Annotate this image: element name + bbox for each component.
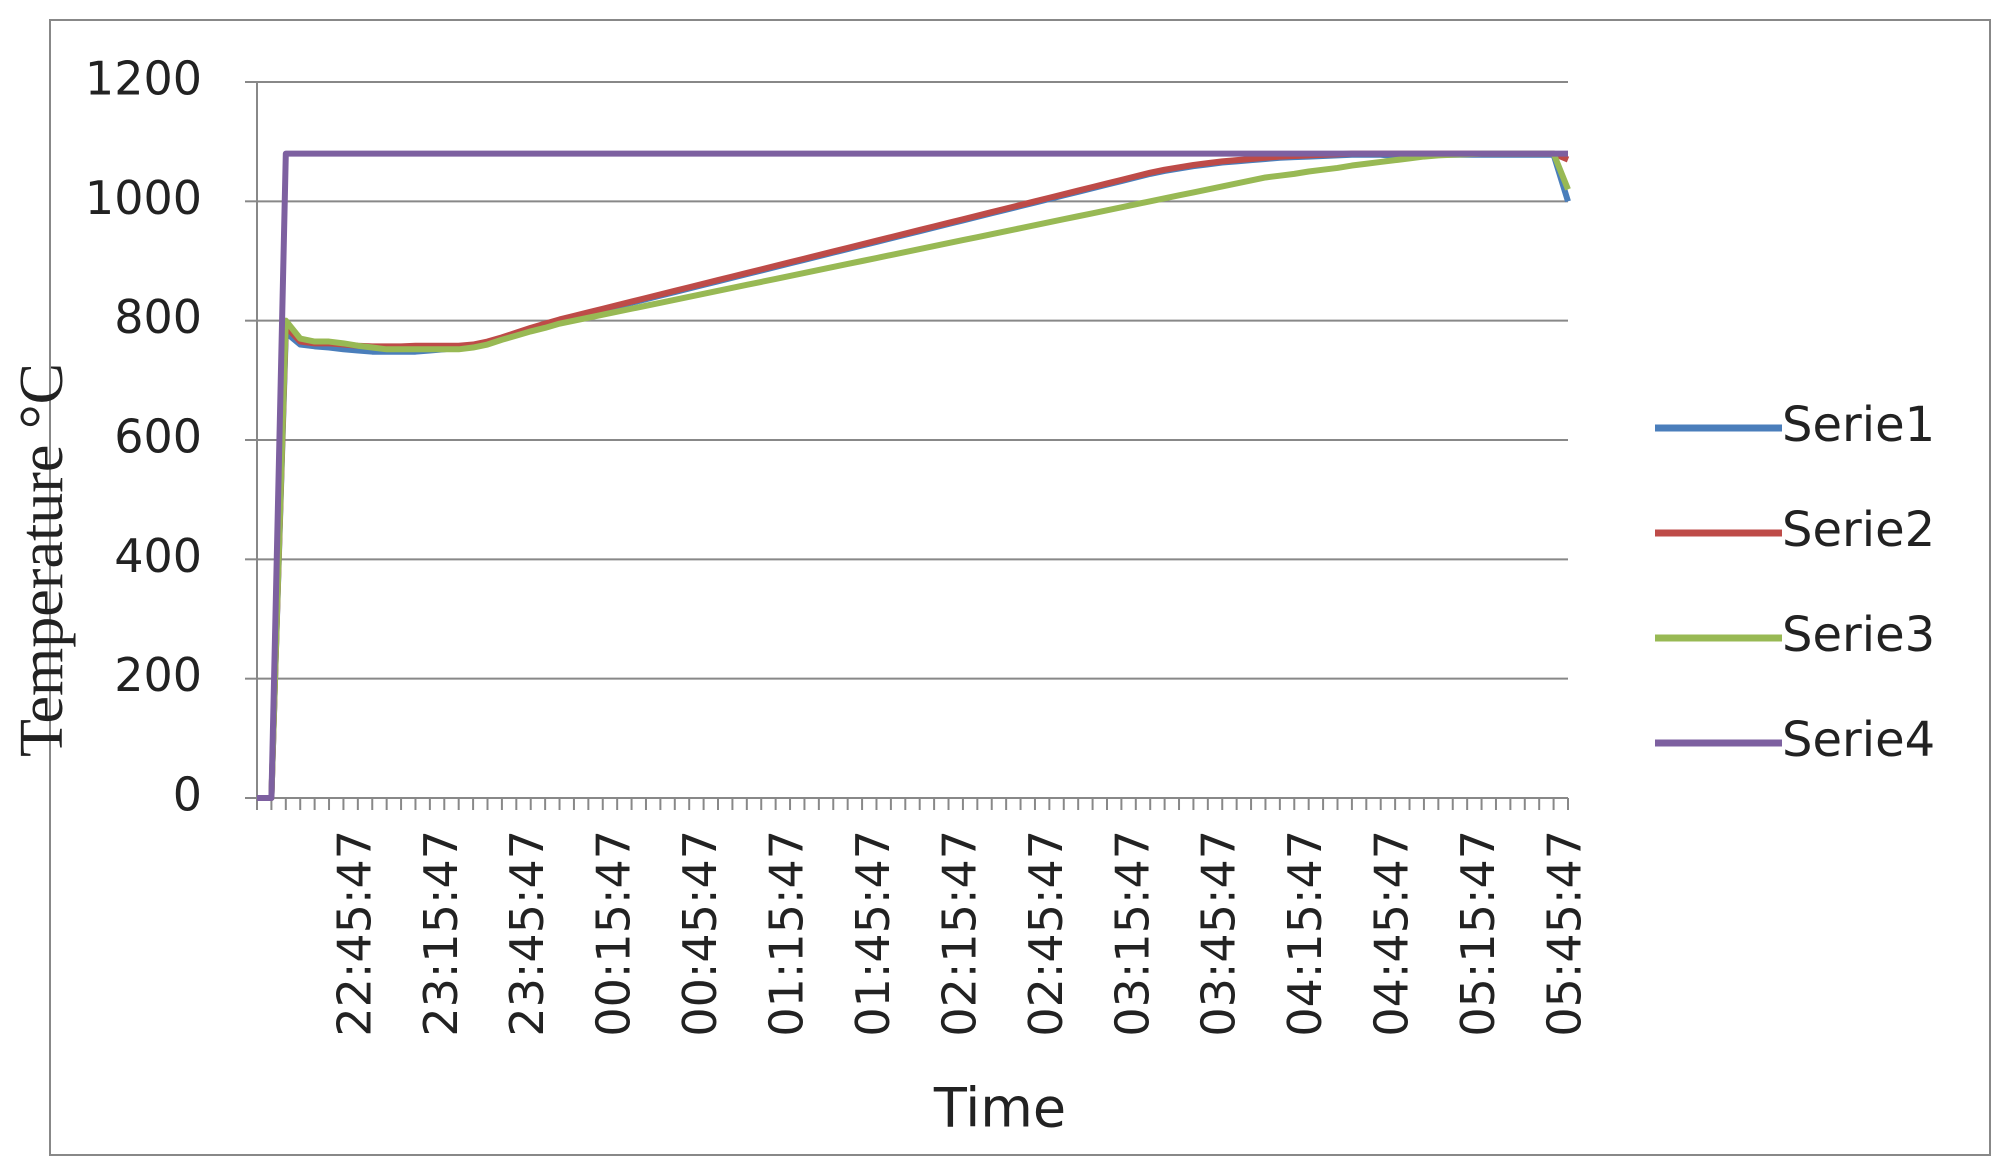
x-tick-label: 03:45:47 — [1192, 830, 1246, 1037]
y-tick-label: 600 — [114, 410, 202, 464]
y-tick-label: 0 — [173, 768, 202, 822]
y-tick-label: 800 — [114, 290, 202, 344]
legend-label: Serie2 — [1782, 502, 1935, 558]
x-tick-label: 05:15:47 — [1451, 830, 1505, 1037]
y-axis-title: Temperature °C — [8, 363, 76, 757]
x-tick-label: 01:15:47 — [760, 830, 814, 1037]
x-tick-label: 03:15:47 — [1105, 830, 1159, 1037]
x-axis-title: Time — [933, 1077, 1066, 1140]
x-tick-label: 04:15:47 — [1278, 830, 1332, 1037]
legend-label: Serie3 — [1782, 607, 1935, 663]
x-tick-label: 23:15:47 — [414, 830, 468, 1037]
x-tick-label: 23:45:47 — [500, 830, 554, 1037]
legend-label: Serie1 — [1782, 397, 1935, 453]
x-tick-label: 22:45:47 — [327, 830, 381, 1037]
y-tick-label: 400 — [114, 529, 202, 583]
x-tick-label: 02:45:47 — [1019, 830, 1073, 1037]
x-tick-label: 00:15:47 — [587, 830, 641, 1037]
y-tick-label: 1000 — [85, 171, 202, 225]
x-tick-label: 05:45:47 — [1538, 830, 1592, 1037]
x-tick-label: 01:45:47 — [846, 830, 900, 1037]
series-line — [257, 150, 1571, 801]
x-tick-label: 02:15:47 — [932, 830, 986, 1037]
x-tick-label: 00:45:47 — [673, 830, 727, 1037]
legend-label: Serie4 — [1782, 712, 1935, 768]
y-tick-label: 200 — [114, 648, 202, 702]
y-tick-label: 1200 — [85, 52, 202, 106]
x-tick-label: 04:45:47 — [1365, 830, 1419, 1037]
series-line — [257, 150, 1568, 801]
